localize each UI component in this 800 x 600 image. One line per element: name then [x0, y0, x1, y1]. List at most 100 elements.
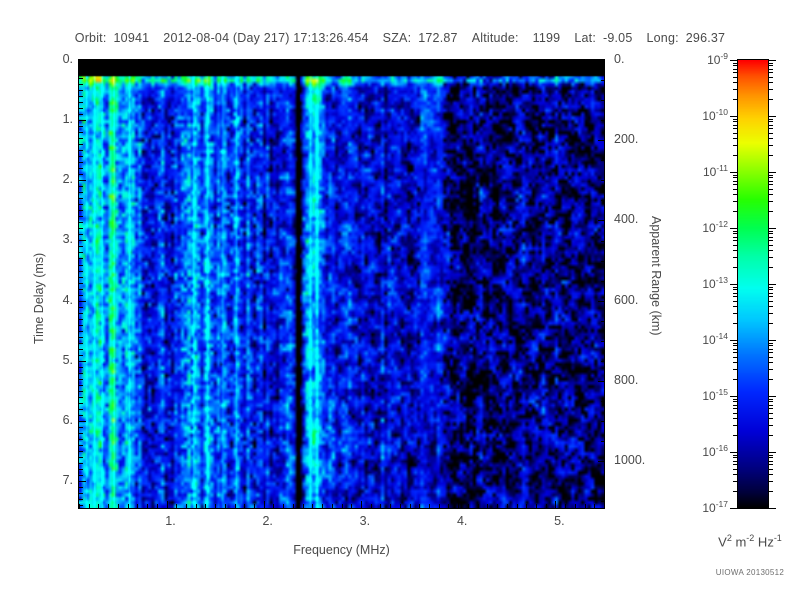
cb-minor-tick-left [733, 412, 737, 414]
y-left-minor-tick [79, 168, 83, 170]
cb-tick-label: 10-13 [702, 275, 728, 291]
cb-minor-tick [769, 412, 773, 414]
cb-tick-label: 10-17 [702, 499, 728, 515]
y-left-minor-tick [79, 324, 83, 326]
x-minor-tick [516, 504, 518, 508]
cb-minor-tick [769, 211, 773, 213]
cb-minor-tick [769, 369, 773, 371]
cb-minor-tick [769, 306, 773, 308]
cb-minor-tick-left [733, 362, 737, 364]
y-left-minor-tick [79, 270, 83, 272]
x-minor-tick [409, 504, 411, 508]
x-minor-tick [292, 504, 294, 508]
cb-major-tick-left [730, 284, 737, 285]
x-minor-tick [185, 504, 187, 508]
x-minor-tick [79, 504, 80, 508]
y-left-minor-tick [79, 390, 83, 392]
cb-major-tick-left [730, 116, 737, 117]
x-minor-tick [147, 504, 149, 508]
cb-minor-tick-left [733, 188, 737, 190]
cb-tick-label: 10-9 [707, 51, 728, 67]
cb-minor-tick-left [733, 68, 737, 70]
y-left-minor-tick [79, 474, 83, 476]
cb-minor-tick-left [733, 474, 737, 476]
y-right-major-tick [598, 461, 605, 463]
cb-minor-tick-left [733, 145, 737, 147]
x-minor-tick [565, 504, 567, 508]
y-left-major-tick [79, 180, 86, 182]
x-minor-tick [438, 504, 440, 508]
y-left-minor-tick [79, 246, 83, 248]
y-axis-right-title: Apparent Range (km) [649, 216, 663, 336]
cb-minor-tick [769, 408, 773, 410]
y-left-minor-tick [79, 96, 83, 98]
orbit-value: 10941 [113, 31, 150, 45]
x-minor-tick [380, 504, 382, 508]
cb-minor-tick [769, 300, 773, 302]
cb-minor-tick-left [733, 233, 737, 235]
cb-minor-tick [769, 201, 773, 203]
unit-m-exp: -2 [746, 533, 755, 543]
unit-v: V [718, 534, 727, 550]
metadata-header: Orbit: 10941 2012-08-04 (Day 217) 17:13:26… [0, 31, 800, 45]
long-label: Long: [646, 31, 679, 45]
cb-minor-tick-left [733, 435, 737, 437]
y-left-minor-tick [79, 432, 83, 434]
y-right-major-tick [598, 220, 605, 222]
y-left-minor-tick [79, 228, 83, 230]
y-right-minor-tick [601, 200, 605, 202]
cb-minor-tick-left [733, 289, 737, 291]
cb-minor-tick [769, 352, 773, 354]
y-left-minor-tick [79, 402, 83, 404]
cb-minor-tick-left [733, 408, 737, 410]
cb-major-tick-left [730, 172, 737, 173]
cb-major-tick [769, 116, 776, 117]
cb-minor-tick [769, 155, 773, 157]
cb-minor-tick-left [733, 62, 737, 64]
y-right-minor-tick [601, 441, 605, 442]
y-right-minor-tick [601, 501, 605, 503]
y-left-minor-tick [79, 264, 83, 266]
y-left-major-tick [79, 300, 86, 302]
y-left-minor-tick [79, 276, 83, 278]
x-minor-tick [88, 504, 90, 508]
cb-minor-tick [769, 401, 773, 403]
cb-minor-tick [769, 240, 773, 242]
x-minor-tick [477, 504, 479, 508]
cb-minor-tick [769, 233, 773, 235]
x-minor-tick [594, 504, 596, 508]
x-minor-tick [351, 504, 353, 508]
y-left-minor-tick [79, 192, 83, 194]
cb-minor-tick [769, 481, 773, 483]
x-minor-tick [137, 504, 139, 508]
y-left-tick-label: 7. [62, 472, 73, 487]
y-left-minor-tick [79, 348, 83, 350]
x-minor-tick [535, 504, 537, 508]
cb-minor-tick [769, 124, 773, 126]
cb-minor-tick-left [733, 468, 737, 470]
y-left-major-tick [79, 360, 86, 362]
cb-minor-tick [769, 460, 773, 462]
y-left-minor-tick [79, 372, 83, 374]
cb-minor-tick-left [733, 72, 737, 74]
sza-value: 172.87 [418, 31, 458, 45]
y-right-major-tick [598, 380, 605, 382]
cb-minor-tick [769, 99, 773, 101]
x-minor-tick [526, 504, 528, 508]
cb-minor-tick-left [733, 211, 737, 213]
y-left-minor-tick [79, 144, 83, 146]
ionogram-heatmap [79, 60, 604, 508]
y-left-minor-tick [79, 462, 83, 464]
cb-major-tick [769, 228, 776, 229]
y-left-tick-label: 2. [62, 172, 73, 187]
cb-minor-tick-left [733, 460, 737, 462]
altitude-label: Altitude: [471, 31, 519, 45]
cb-minor-tick [769, 188, 773, 190]
cb-minor-tick [769, 464, 773, 466]
y-right-tick-label: 200. [614, 132, 639, 147]
y-right-tick-label: 1000. [614, 453, 646, 468]
cb-minor-tick-left [733, 230, 737, 232]
cb-minor-tick [769, 145, 773, 147]
unit-hz: Hz [754, 534, 774, 550]
x-minor-tick [234, 504, 236, 508]
